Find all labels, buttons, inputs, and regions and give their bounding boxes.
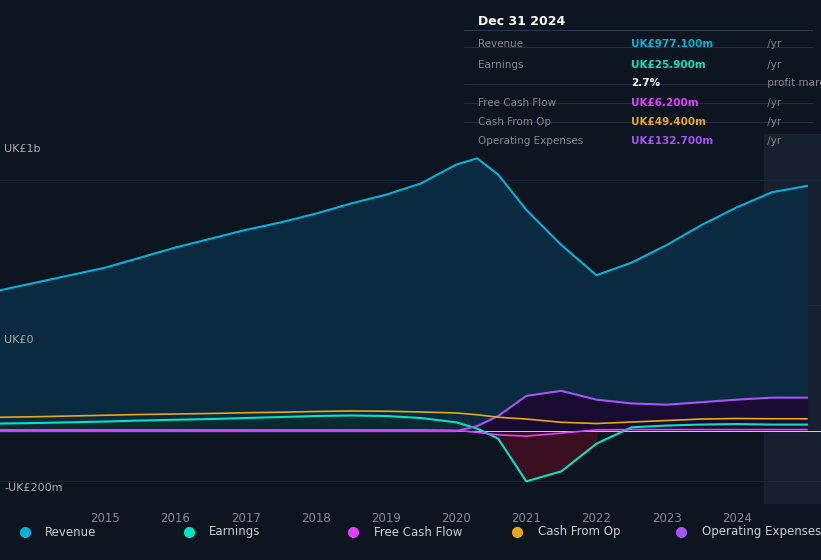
Text: Cash From Op: Cash From Op [478,116,551,127]
Text: Cash From Op: Cash From Op [538,525,620,539]
Text: UK£977.100m: UK£977.100m [631,39,713,49]
Text: Revenue: Revenue [45,525,97,539]
Text: profit margin: profit margin [764,78,821,88]
Text: Dec 31 2024: Dec 31 2024 [478,15,565,28]
Text: /yr: /yr [764,60,782,71]
Text: Earnings: Earnings [209,525,261,539]
Text: /yr: /yr [764,136,782,146]
Text: /yr: /yr [764,39,782,49]
Text: Operating Expenses: Operating Expenses [702,525,821,539]
Text: UK£25.900m: UK£25.900m [631,60,706,71]
Bar [764,134,821,504]
Text: Free Cash Flow: Free Cash Flow [478,97,556,108]
Text: UK£1b: UK£1b [4,143,40,153]
Text: Operating Expenses: Operating Expenses [478,136,583,146]
Text: /yr: /yr [764,97,782,108]
Text: 2.7%: 2.7% [631,78,660,88]
Text: UK£132.700m: UK£132.700m [631,136,713,146]
Text: UK£0: UK£0 [4,334,34,344]
Text: -UK£200m: -UK£200m [4,483,62,493]
Text: UK£6.200m: UK£6.200m [631,97,699,108]
Text: /yr: /yr [764,116,782,127]
Text: Earnings: Earnings [478,60,523,71]
Text: Revenue: Revenue [478,39,523,49]
Text: UK£49.400m: UK£49.400m [631,116,706,127]
Text: Free Cash Flow: Free Cash Flow [374,525,462,539]
